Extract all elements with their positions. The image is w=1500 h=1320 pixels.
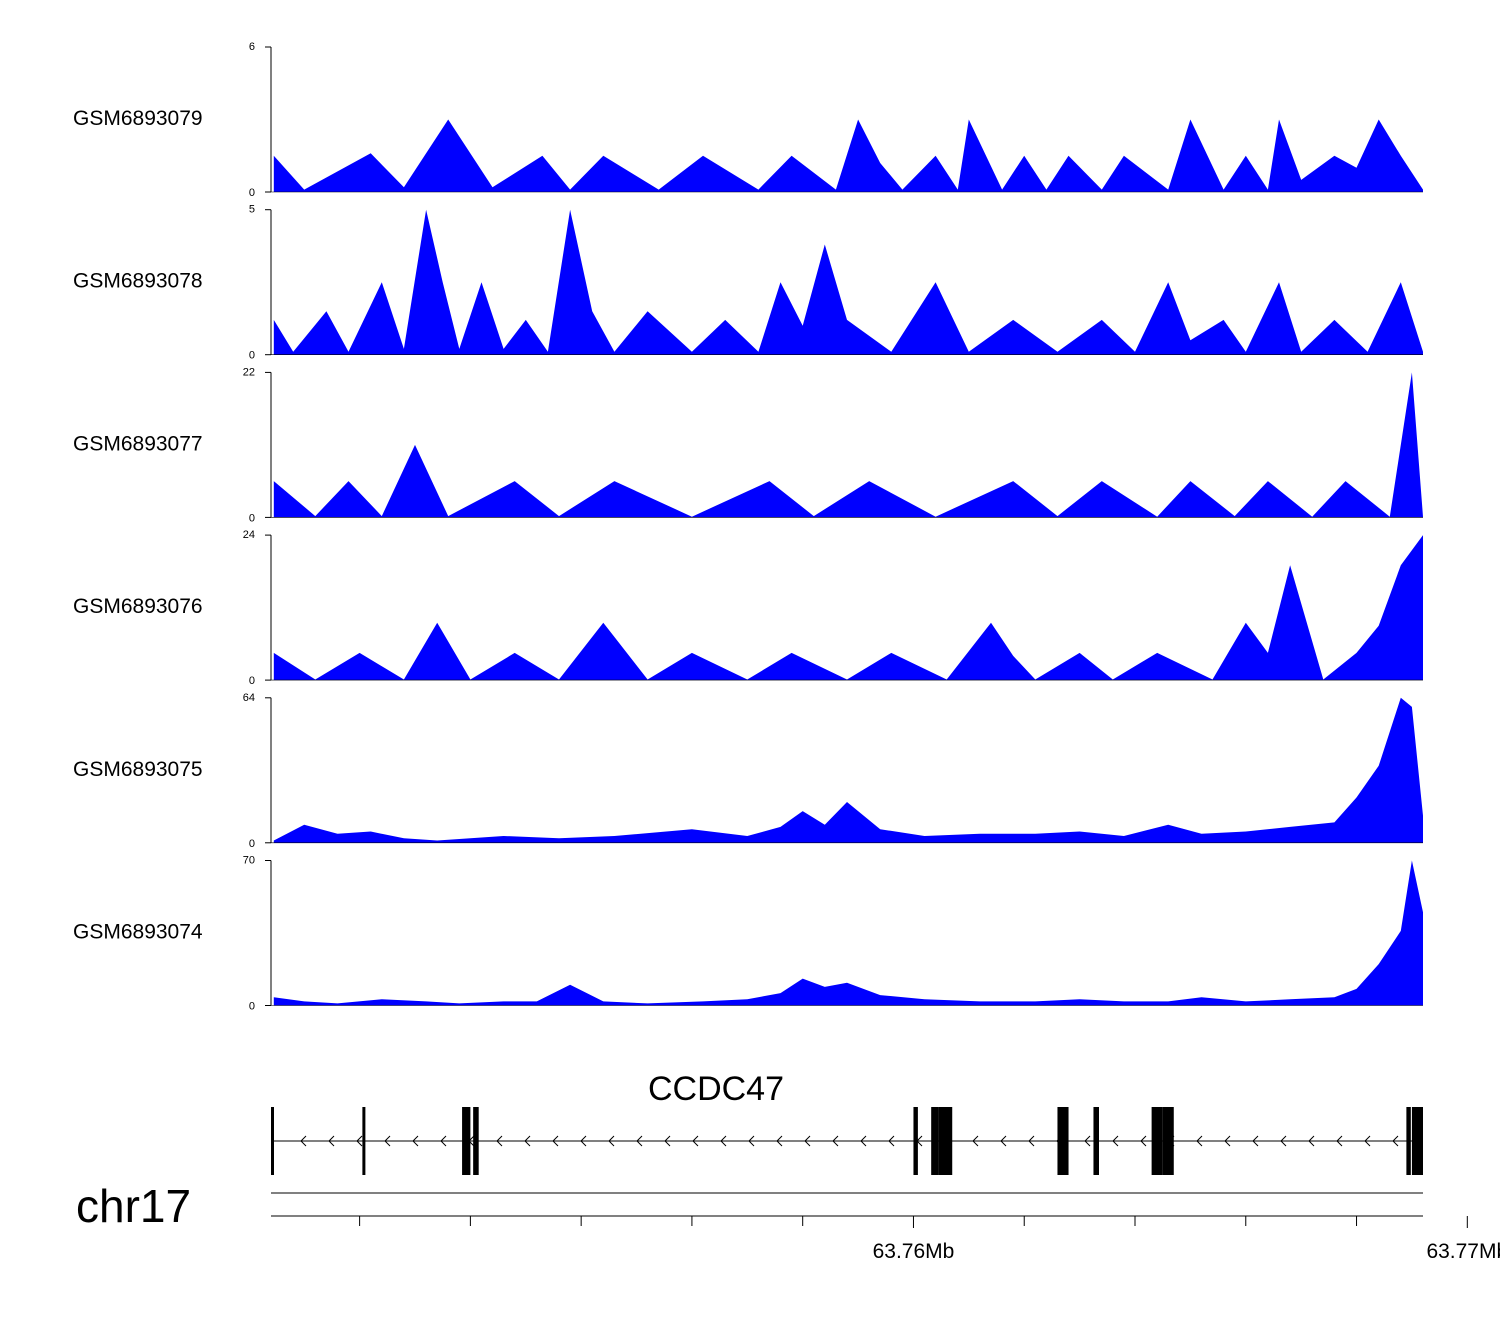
track-GSM6893075: 64 0 GSM6893075 [73, 692, 1423, 850]
y-min-label: 0 [249, 838, 255, 850]
strand-arrow [524, 1135, 531, 1147]
strand-arrow [1028, 1135, 1035, 1147]
y-min-label: 0 [249, 350, 255, 362]
exon [473, 1107, 479, 1175]
y-min-label: 0 [249, 512, 255, 524]
strand-arrow [1224, 1135, 1231, 1147]
track-GSM6893079: 6 0 GSM6893079 [73, 41, 1423, 199]
strand-arrow [1196, 1135, 1203, 1147]
exon [1406, 1107, 1411, 1175]
strand-arrow [720, 1135, 727, 1147]
strand-arrow [692, 1135, 699, 1147]
y-min-label: 0 [249, 1001, 255, 1013]
strand-arrow [384, 1135, 391, 1147]
strand-arrow [1000, 1135, 1007, 1147]
strand-arrow [1280, 1135, 1287, 1147]
tick-label: 63.76Mb [873, 1240, 955, 1263]
strand-arrow [832, 1135, 839, 1147]
exon [271, 1107, 274, 1175]
y-max-label: 6 [249, 41, 255, 53]
strand-arrow [496, 1135, 503, 1147]
strand-arrow [552, 1135, 559, 1147]
track-label: GSM6893076 [73, 595, 203, 618]
exon [362, 1107, 366, 1175]
strand-arrow [1084, 1135, 1091, 1147]
track-GSM6893077: 22 0 GSM6893077 [73, 366, 1423, 524]
track-label: GSM6893078 [73, 270, 203, 293]
strand-arrow [664, 1135, 671, 1147]
exon [462, 1107, 471, 1175]
track-label: GSM6893077 [73, 432, 203, 455]
exon [1057, 1107, 1069, 1175]
coverage-area [273, 697, 1423, 843]
strand-arrow [888, 1135, 895, 1147]
strand-arrow [972, 1135, 979, 1147]
strand-arrow [328, 1135, 335, 1147]
coverage-tracks: 6 0 GSM6893079 5 0 GSM6893078 22 0 GSM6893077 24 0… [73, 41, 1423, 1013]
exon [1093, 1107, 1099, 1175]
strand-arrow [776, 1135, 783, 1147]
track-label: GSM6893079 [73, 107, 203, 130]
track-label: GSM6893074 [73, 921, 203, 944]
strand-arrow [1364, 1135, 1371, 1147]
exon [913, 1107, 918, 1175]
coverage-area [273, 535, 1423, 681]
strand-arrow [748, 1135, 755, 1147]
track-GSM6893076: 24 0 GSM6893076 [73, 529, 1423, 687]
exon [1162, 1107, 1174, 1175]
chromosome-label: chr17 [76, 1180, 191, 1232]
track-GSM6893078: 5 0 GSM6893078 [73, 204, 1423, 362]
strand-arrow [1308, 1135, 1315, 1147]
gene-track: CCDC47 [271, 1070, 1423, 1175]
strand-arrow [804, 1135, 811, 1147]
exon [938, 1107, 953, 1175]
strand-arrow [860, 1135, 867, 1147]
y-max-label: 5 [249, 204, 255, 216]
strand-arrow [300, 1135, 307, 1147]
coverage-area [273, 209, 1423, 355]
exon [1151, 1107, 1163, 1175]
y-min-label: 0 [249, 675, 255, 687]
track-label: GSM6893075 [73, 758, 203, 781]
y-max-label: 70 [243, 855, 255, 867]
coverage-area [273, 119, 1423, 192]
y-max-label: 64 [243, 692, 255, 704]
strand-arrow [580, 1135, 587, 1147]
strand-arrow [412, 1135, 419, 1147]
strand-arrow [356, 1135, 363, 1147]
strand-arrow [636, 1135, 643, 1147]
coverage-area [273, 860, 1423, 1006]
tick-label: 63.77Mb [1426, 1240, 1500, 1263]
strand-arrow [1336, 1135, 1343, 1147]
strand-arrow [1112, 1135, 1119, 1147]
coverage-area [273, 372, 1423, 518]
strand-arrow [1392, 1135, 1399, 1147]
strand-arrow [1252, 1135, 1259, 1147]
gene-label: CCDC47 [648, 1070, 784, 1108]
exon [931, 1107, 939, 1175]
strand-arrow [608, 1135, 615, 1147]
y-max-label: 22 [243, 366, 255, 378]
strand-arrow [440, 1135, 447, 1147]
track-GSM6893074: 70 0 GSM6893074 [73, 855, 1423, 1013]
strand-arrow [1140, 1135, 1147, 1147]
genomic-axis: 63.76Mb 63.77Mb chr17 [76, 1180, 1500, 1263]
exon [1411, 1107, 1423, 1175]
y-min-label: 0 [249, 187, 255, 199]
y-max-label: 24 [243, 529, 255, 541]
